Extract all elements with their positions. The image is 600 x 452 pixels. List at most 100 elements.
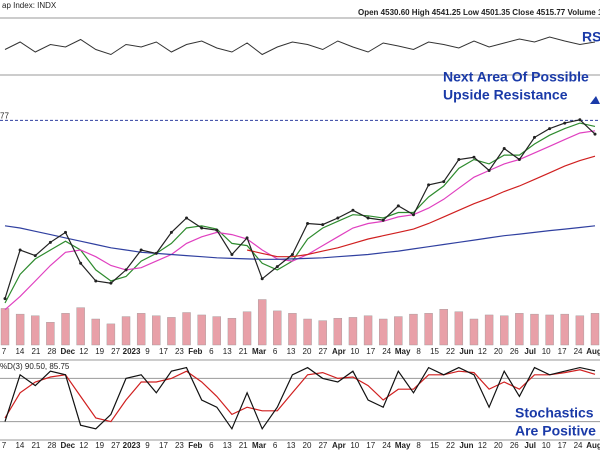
volume-bar xyxy=(575,315,585,346)
price-point xyxy=(381,218,385,222)
price-point xyxy=(18,248,22,252)
price-point xyxy=(230,252,234,256)
volume-bar xyxy=(273,310,282,346)
volume-bar xyxy=(61,313,70,346)
x-tick-label: 20 xyxy=(303,347,312,356)
volume-bar xyxy=(0,308,10,346)
x-tick-label: 12 xyxy=(478,441,487,450)
x-tick-label: 20 xyxy=(494,347,503,356)
x-tick-label: 10 xyxy=(350,347,359,356)
rs-line xyxy=(4,36,596,56)
volume-bar xyxy=(318,320,327,346)
x-tick-label: 12 xyxy=(478,347,487,356)
volume-bar xyxy=(333,317,343,346)
volume-bar xyxy=(363,315,373,346)
x-tick-label: 27 xyxy=(111,441,120,450)
volume-bar xyxy=(197,314,206,346)
x-tick-label: 22 xyxy=(446,347,455,356)
price-point xyxy=(3,297,7,301)
x-tick-label: Aug xyxy=(586,441,600,450)
x-tick-label: 17 xyxy=(558,347,567,356)
price-point xyxy=(457,158,461,161)
price-line xyxy=(4,119,596,299)
price-point xyxy=(200,226,204,230)
x-tick-label: 14 xyxy=(15,347,24,356)
volume-bar xyxy=(454,311,464,346)
x-tick-label: 17 xyxy=(159,441,168,450)
volume-bar xyxy=(257,299,267,346)
x-tick-label: Jul xyxy=(524,441,536,450)
volume-bar xyxy=(409,313,418,346)
volume-bar xyxy=(242,311,252,346)
x-tick-label: 10 xyxy=(350,441,359,450)
volume-bar xyxy=(560,313,569,346)
x-tick-label: Dec xyxy=(60,441,75,450)
x-tick-label: 27 xyxy=(318,441,327,450)
price-point xyxy=(306,222,310,226)
x-tick-label: 17 xyxy=(558,441,567,450)
volume-bar xyxy=(91,318,100,346)
price-point xyxy=(48,240,52,244)
volume-bar xyxy=(469,318,479,346)
volume-bar xyxy=(545,314,554,346)
price-point xyxy=(442,180,446,184)
x-tick-label: 26 xyxy=(510,347,519,356)
volume-bar xyxy=(76,307,85,346)
x-tick-label: Feb xyxy=(188,347,202,356)
price-point xyxy=(139,248,143,252)
x-tick-label: 24 xyxy=(574,441,583,450)
x-tick-label: 27 xyxy=(111,347,120,356)
x-tick-label: 21 xyxy=(31,441,40,450)
x-tick-label: 21 xyxy=(239,347,248,356)
volume-bar xyxy=(379,318,388,346)
price-point xyxy=(245,236,249,240)
x-tick-label: Jul xyxy=(524,347,536,356)
x-tick-label: Apr xyxy=(332,441,346,450)
volume-bar xyxy=(348,317,358,346)
x-tick-label: 6 xyxy=(273,347,278,356)
price-point xyxy=(124,268,128,272)
annotation: Next Area Of Possible xyxy=(443,69,589,85)
volume-bar xyxy=(121,316,131,346)
x-tick-label: 12 xyxy=(79,441,88,450)
x-tick-label: 2023 xyxy=(123,441,141,450)
price-point xyxy=(64,230,68,234)
stoch-k xyxy=(4,366,596,431)
x-tick-label: 21 xyxy=(31,347,40,356)
volume-bar xyxy=(500,315,509,346)
x-tick-label: 8 xyxy=(416,441,421,450)
x-tick-label: 27 xyxy=(318,347,327,356)
x-tick-label: 15 xyxy=(430,347,439,356)
price-point xyxy=(169,230,173,234)
price-point xyxy=(290,252,294,256)
x-tick-label: 2023 xyxy=(123,347,141,356)
x-tick-label: 9 xyxy=(145,347,150,356)
x-tick-label: 13 xyxy=(223,347,232,356)
price-point xyxy=(472,155,476,159)
volume-bar xyxy=(439,309,448,346)
price-point xyxy=(185,216,189,220)
price-point xyxy=(593,132,597,136)
x-tick-label: 24 xyxy=(382,347,391,356)
price-point xyxy=(79,261,83,265)
x-tick-label: 8 xyxy=(416,347,421,356)
x-tick-label: Jun xyxy=(459,347,473,356)
x-tick-label: 7 xyxy=(2,347,7,356)
x-tick-label: 6 xyxy=(273,441,278,450)
arrow xyxy=(590,96,600,104)
x-tick-label: 12 xyxy=(79,347,88,356)
price-point xyxy=(517,158,521,161)
x-tick-label: 6 xyxy=(209,347,214,356)
price-point xyxy=(548,127,552,131)
volume-bar xyxy=(424,313,433,346)
x-tick-label: 17 xyxy=(159,347,168,356)
stoch-d xyxy=(4,369,596,423)
price-point xyxy=(427,183,431,187)
volume-bar xyxy=(167,317,176,346)
x-tick-label: 26 xyxy=(510,441,519,450)
price-point xyxy=(154,251,158,255)
volume-bar xyxy=(484,314,494,346)
x-tick-label: 24 xyxy=(382,441,391,450)
header: ap Index: INDX xyxy=(2,1,57,10)
moving-average xyxy=(4,225,596,260)
